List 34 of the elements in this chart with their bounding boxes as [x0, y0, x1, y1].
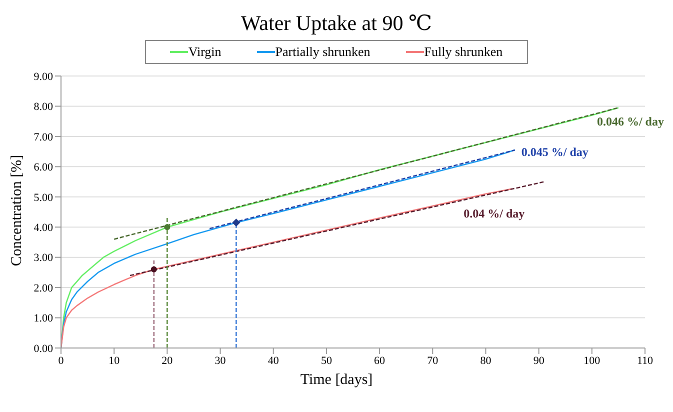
x-tick-label: 50: [320, 354, 332, 367]
chart-title: Water Uptake at 90 ℃: [240, 10, 433, 37]
y-tick-label: 6.00: [34, 162, 54, 174]
x-tick-label: 20: [162, 354, 174, 367]
y-tick-label: 9.00: [34, 70, 54, 83]
x-tick-label: 0: [58, 354, 64, 367]
x-tick-label: 110: [636, 354, 654, 367]
legend-label: Virgin: [188, 44, 222, 60]
x-tick-label: 90: [533, 354, 545, 367]
x-tick-label: 60: [374, 354, 386, 367]
x-tick-label: 70: [427, 354, 439, 367]
annotation: 0.04 %/ day: [464, 206, 525, 221]
y-axis-title: Concentration [%]: [10, 154, 26, 266]
y-tick-label: 0.00: [34, 342, 54, 355]
x-tick-label: 80: [480, 354, 492, 367]
x-tick-label: 10: [108, 354, 120, 367]
annotation: 0.045 %/ day: [521, 144, 588, 159]
y-tick-label: 3.00: [34, 252, 54, 264]
point: [150, 266, 157, 272]
y-tick-label: 8.00: [34, 101, 54, 114]
point: [164, 224, 170, 230]
y-tick-label: 2.00: [34, 282, 54, 294]
x-tick-label: 40: [268, 354, 280, 367]
legend-label: Partially shrunken: [275, 44, 370, 60]
annotation: 0.046 %/ day: [596, 114, 664, 128]
x-tick-label: 100: [584, 354, 601, 367]
legend-label: Fully shrunken: [424, 44, 503, 60]
y-tick-label: 7.00: [34, 131, 54, 144]
x-tick-label: 30: [214, 354, 226, 367]
point: [232, 218, 240, 227]
y-tick-label: 5.00: [34, 192, 54, 204]
y-tick-label: 4.00: [34, 222, 54, 234]
y-tick-label: 1.00: [34, 312, 54, 325]
x-axis-title: Time [days]: [299, 372, 374, 389]
